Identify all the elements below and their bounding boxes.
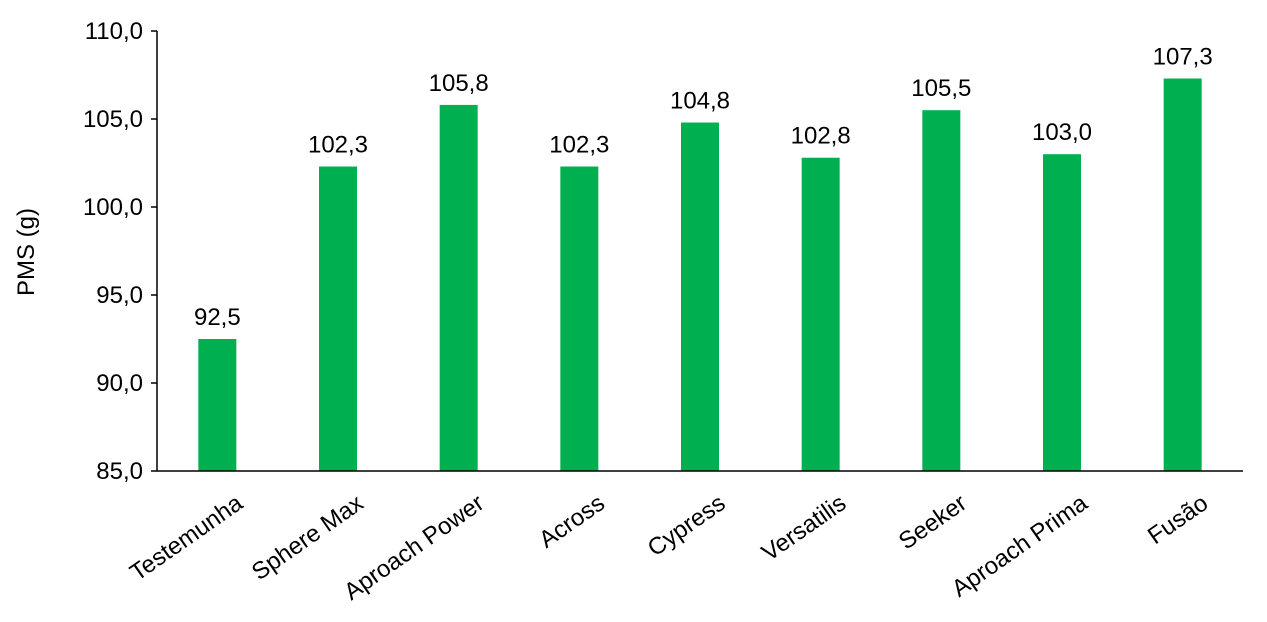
data-label: 103,0 (1032, 119, 1092, 146)
x-category-label: Aproach Prima (947, 489, 1093, 603)
x-category-label: Fusão (1143, 490, 1213, 550)
data-label: 102,8 (791, 123, 851, 150)
y-tick-label: 105,0 (83, 106, 143, 133)
bar-seeker (922, 110, 961, 471)
bar-versatilis (801, 157, 840, 471)
y-tick-label: 100,0 (83, 194, 143, 221)
bar-sphere-max (319, 166, 357, 471)
bar-across (560, 166, 599, 471)
x-category-label: Sphere Max (247, 490, 368, 586)
y-tick-label: 110,0 (85, 18, 143, 45)
data-label: 102,3 (549, 132, 609, 159)
bar-aproach-power (439, 104, 478, 472)
data-label: 107,3 (1153, 44, 1213, 71)
data-label: 92,5 (194, 304, 241, 331)
bar-testemunha (198, 339, 237, 471)
y-tick-label: 85,0 (96, 458, 143, 485)
bars (198, 78, 1202, 472)
bar-cypress (681, 122, 719, 472)
y-axis-title: PMS (g) (13, 208, 40, 296)
data-label: 102,3 (308, 132, 368, 159)
y-tick-label: 90,0 (96, 370, 143, 397)
data-label: 105,8 (429, 70, 489, 97)
x-category-label: Cypress (643, 490, 731, 563)
y-tick-label: 95,0 (96, 282, 143, 309)
data-label: 105,5 (911, 75, 971, 102)
bar-aproach-prima (1043, 154, 1081, 471)
y-axis-ticks: 85,0 90,0 95,0 100,0 105,0 110,0 (83, 18, 157, 485)
x-category-label: Testemunha (125, 489, 248, 586)
x-category-label: Versatilis (757, 490, 851, 567)
x-category-label: Across (534, 490, 610, 554)
data-label: 104,8 (670, 88, 730, 115)
data-labels: 92,5 102,3 105,8 102,3 104,8 102,8 105,5 103,0 1… (194, 44, 1213, 331)
bar-fus-o (1163, 78, 1202, 472)
x-category-label: Seeker (894, 490, 972, 556)
